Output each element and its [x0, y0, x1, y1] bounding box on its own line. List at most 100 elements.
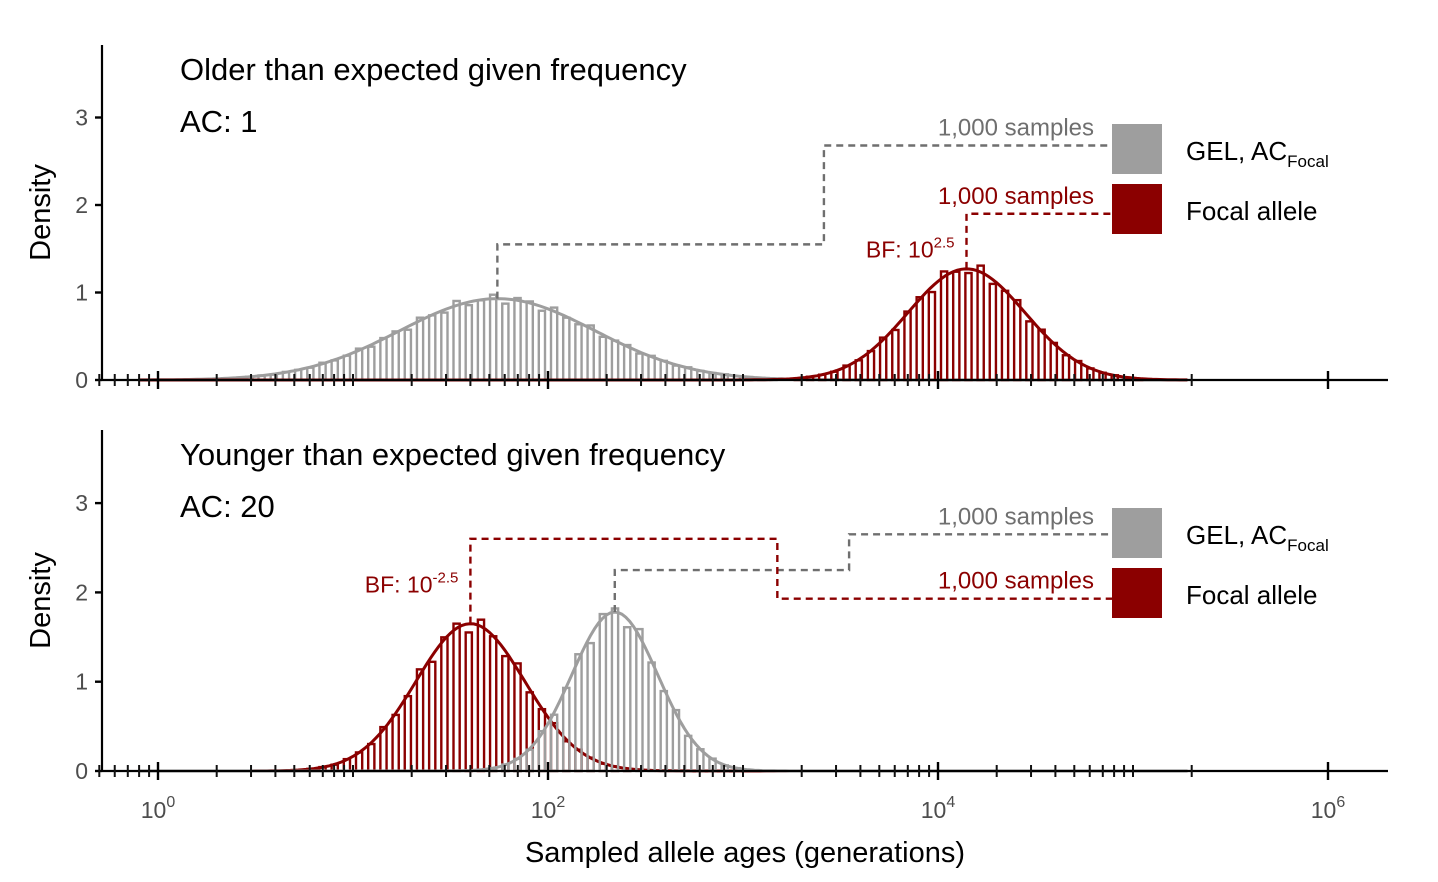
legend-swatch: [1112, 508, 1162, 558]
histogram-bar: [622, 343, 632, 382]
y-tick-label: 3: [75, 105, 88, 131]
histogram-bar: [635, 627, 644, 773]
histogram-bar: [659, 689, 669, 773]
histogram-bar: [427, 314, 437, 382]
histogram-bar: [354, 347, 364, 382]
y-tick-label: 2: [75, 192, 88, 218]
y-tick-label: 2: [75, 579, 88, 605]
histogram-bar: [647, 661, 656, 773]
histogram-bar: [501, 302, 510, 382]
histogram-bar: [537, 309, 547, 382]
histogram-bar: [403, 328, 413, 382]
histogram-bar: [464, 631, 474, 773]
histogram-bar: [561, 686, 571, 773]
histogram-bar: [891, 328, 900, 382]
x-axis-labels: 100 102 104 106 Sampled allele ages (generat…: [141, 794, 1346, 869]
histogram-bar: [866, 349, 876, 382]
histogram-bar: [1025, 320, 1034, 382]
y-tick-label: 0: [75, 758, 88, 784]
panel-2: 0 1 2 3 Younger than expected given frequenc…: [25, 430, 1388, 784]
sample-connector: [613, 533, 1112, 613]
panel-subtitle: AC: 20: [180, 489, 275, 524]
histogram-bar: [440, 311, 449, 382]
histogram-bar: [561, 316, 571, 382]
legend-swatch: [1112, 184, 1162, 234]
y-axis-title: Density: [25, 552, 57, 649]
histogram-bar: [1061, 354, 1071, 382]
series-focal: [138, 618, 1188, 773]
histogram-bar: [647, 354, 656, 382]
legend-swatch: [1112, 124, 1162, 174]
x-tick-label: 100: [141, 794, 176, 823]
annotation-focal-2: BF: 102.5: [866, 235, 955, 263]
histogram-bar: [464, 303, 474, 382]
legend-entry-gel: GEL, ACFocal: [1112, 124, 1329, 174]
series-gel: [138, 293, 1188, 382]
annotation-gel-0: 1,000 samples: [496, 115, 1112, 299]
legend-entry-gel: GEL, ACFocal: [1112, 508, 1329, 558]
y-tick-label: 3: [75, 490, 88, 516]
x-axis-title: Sampled allele ages (generations): [525, 837, 965, 869]
histogram-bar: [574, 653, 583, 773]
sample-connector: [965, 212, 1112, 269]
histogram-bar: [951, 270, 961, 382]
legend-label: Focal allele: [1186, 580, 1318, 610]
histogram-bar: [671, 364, 681, 382]
panel-subtitle: AC: 1: [180, 104, 258, 139]
series-gel: [138, 607, 1188, 773]
annotation-focal-2: BF: 10-2.5: [365, 569, 459, 597]
sample-connector: [496, 144, 1112, 299]
histogram-bar: [427, 660, 437, 773]
histogram-bar: [366, 742, 376, 773]
histogram-bar: [927, 290, 937, 382]
bayes-factor-label: BF: 102.5: [866, 235, 955, 263]
histogram-bar: [452, 622, 461, 773]
annotation-focal-1: 1,000 samples: [938, 183, 1112, 269]
histogram-bar: [391, 713, 400, 773]
y-tick-label: 0: [75, 367, 88, 393]
histogram-bar: [488, 635, 498, 773]
histogram-bar: [915, 296, 925, 382]
histogram-bar: [1000, 289, 1010, 382]
legend-label: Focal allele: [1186, 196, 1318, 226]
histogram-bar: [488, 293, 498, 382]
histogram-bar: [610, 607, 620, 773]
histogram-bar: [415, 668, 425, 773]
sample-count-label: 1,000 samples: [938, 503, 1094, 530]
sample-count-label: 1,000 samples: [938, 183, 1094, 210]
x-tick-label: 106: [1311, 794, 1346, 823]
histogram-bar: [878, 336, 888, 382]
x-tick-label: 102: [531, 794, 566, 823]
histogram-bar: [964, 271, 973, 382]
y-tick-label: 1: [75, 280, 88, 306]
histogram-bar: [391, 330, 400, 382]
histogram-bar: [513, 296, 522, 382]
density-curve: [138, 267, 1188, 382]
series-focal: [138, 264, 1188, 382]
histogram-bar: [366, 345, 376, 382]
histogram-bar: [939, 270, 949, 382]
annotation-focal-1: 1,000 samples: [469, 537, 1112, 624]
density-curve: [138, 297, 1188, 382]
bayes-factor-label: BF: 10-2.5: [365, 569, 459, 597]
histogram-bar: [476, 299, 486, 382]
annotation-gel-0: 1,000 samples: [613, 503, 1112, 613]
histogram-bar: [440, 636, 449, 773]
x-tick-label: 104: [921, 794, 956, 823]
legend-entry-focal: Focal allele: [1112, 568, 1318, 618]
y-axis-title: Density: [25, 164, 57, 261]
legend-entry-focal: Focal allele: [1112, 184, 1318, 234]
legend-swatch: [1112, 568, 1162, 618]
histogram-bar: [513, 662, 522, 773]
sample-count-label: 1,000 samples: [938, 115, 1094, 142]
histogram-bar: [622, 626, 632, 773]
histogram-bar: [976, 264, 985, 382]
y-tick-label: 1: [75, 669, 88, 695]
histogram-bar: [1012, 298, 1022, 382]
histogram-bar: [683, 734, 693, 773]
histogram-bar: [403, 694, 413, 773]
histogram-bar: [988, 282, 998, 382]
histogram-bar: [415, 316, 425, 382]
histogram-bar: [476, 618, 486, 773]
